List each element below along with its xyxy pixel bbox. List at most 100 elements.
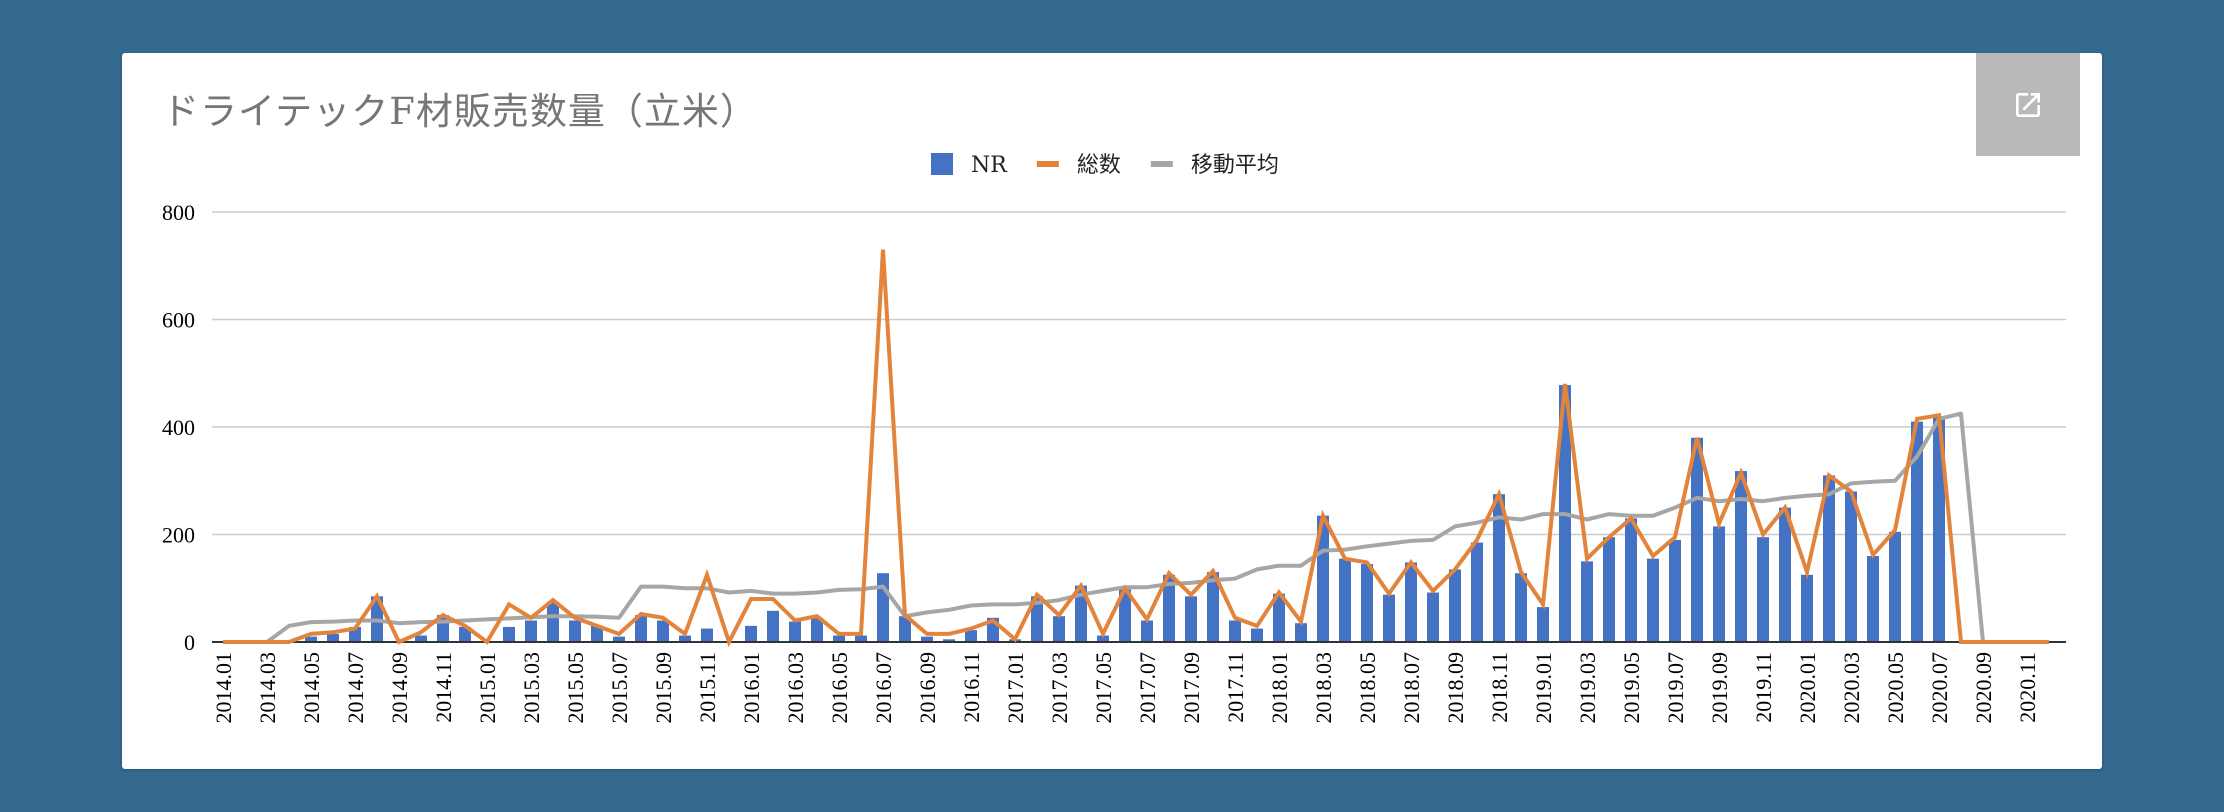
bar-nr [1933, 416, 1945, 642]
bar-nr [767, 610, 779, 642]
bar-nr [1163, 574, 1175, 642]
bar-nr [1405, 562, 1417, 642]
bar-nr [547, 601, 559, 642]
bar-nr [1273, 593, 1285, 642]
bar-nr [1867, 556, 1879, 642]
x-tick-label: 2018.05 [1355, 652, 1380, 724]
x-tick-label: 2016.11 [959, 652, 984, 723]
bar-nr [745, 625, 757, 642]
bar-nr [921, 636, 933, 642]
x-tick-label: 2016.07 [871, 652, 896, 724]
chart: 0 200 400 600 800 2014.01 2014.03 2014.05 2014.0… [162, 153, 2066, 724]
bar-nr [1141, 620, 1153, 642]
bar-nr [1537, 607, 1549, 642]
bar-nr [1031, 596, 1043, 642]
x-tick-label: 2020.07 [1927, 652, 1952, 724]
x-tick-label: 2020.03 [1839, 652, 1864, 724]
bar-nr [1493, 494, 1505, 642]
x-tick-label: 2015.05 [563, 652, 588, 724]
bar-nr [1119, 589, 1131, 642]
x-tick-label: 2020.11 [2015, 652, 2040, 723]
x-tick-label: 2014.01 [211, 652, 236, 724]
bar-nr [305, 636, 317, 642]
x-tick-label: 2019.11 [1751, 652, 1776, 723]
bar-nr [1229, 620, 1241, 642]
y-tick-label: 800 [162, 200, 195, 225]
x-tick-label: 2014.03 [255, 652, 280, 724]
legend-swatch-nr [931, 153, 953, 175]
line-total [223, 249, 2049, 648]
x-tick-label: 2018.03 [1311, 652, 1336, 724]
bar-nr [1603, 537, 1615, 642]
bar-nr [679, 635, 691, 642]
bar-nr [965, 630, 977, 642]
y-tick-label: 200 [162, 523, 195, 548]
bar-nr [701, 628, 713, 642]
y-tick-label: 400 [162, 415, 195, 440]
x-tick-label: 2020.09 [1971, 652, 1996, 724]
x-tick-label: 2014.09 [387, 652, 412, 724]
line-moving-average [223, 411, 2049, 644]
x-tick-label: 2017.07 [1135, 652, 1160, 724]
legend-swatch-line [1150, 161, 1173, 167]
bar-nr [1801, 574, 1813, 642]
bar-nr [1735, 471, 1747, 642]
bar-nr [1339, 558, 1351, 642]
bar-nr [877, 573, 889, 642]
bar-nr [1845, 491, 1857, 642]
bar-nr [1713, 526, 1725, 642]
bar-nr [503, 626, 515, 642]
x-tick-label: 2016.03 [783, 652, 808, 724]
x-tick-label: 2018.07 [1399, 652, 1424, 724]
bar-nr [1625, 518, 1637, 642]
bar-nr [657, 620, 669, 642]
x-tick-label: 2015.07 [607, 652, 632, 724]
bar-nr [1185, 596, 1197, 642]
bar-nr [635, 615, 647, 642]
bar-nr [811, 617, 823, 642]
bar-nr [591, 625, 603, 642]
bar-nr [1471, 542, 1483, 642]
bar-nr [1449, 569, 1461, 642]
bar-nr [613, 636, 625, 642]
bar-nr [1757, 537, 1769, 642]
x-tick-label: 2017.03 [1047, 652, 1072, 724]
bar-nr [1383, 594, 1395, 642]
x-tick-label: 2015.09 [651, 652, 676, 724]
bar-nr [1207, 572, 1219, 642]
x-tick-label: 2015.01 [475, 652, 500, 724]
bar-nr [1889, 531, 1901, 642]
x-tick-label: 2017.09 [1179, 652, 1204, 724]
legend-label: 移動平均 [1191, 153, 1279, 178]
x-tick-label: 2019.01 [1531, 652, 1556, 724]
bar-nr [899, 616, 911, 642]
x-tick-label: 2017.11 [1223, 652, 1248, 723]
x-tick-label: 2014.05 [299, 652, 324, 724]
x-tick-label: 2019.05 [1619, 652, 1644, 724]
bar-nr [1911, 421, 1923, 642]
x-tick-label: 2020.05 [1883, 652, 1908, 724]
bar-nr [1823, 475, 1835, 642]
bar-nr [1317, 515, 1329, 642]
bar-nr [1251, 628, 1263, 642]
open-external-button[interactable] [1976, 53, 2080, 156]
chart-title: ドライテックF材販売数量（立米） [162, 90, 758, 133]
bar-nr [459, 626, 471, 642]
bar-nr [833, 635, 845, 642]
bar-nr [789, 621, 801, 642]
x-tick-label: 2017.05 [1091, 652, 1116, 724]
bar-nr [415, 635, 427, 642]
legend-label: 総数 [1077, 153, 1121, 178]
bar-nr [1581, 561, 1593, 642]
bar-nr [1779, 507, 1791, 642]
bar-nr [525, 620, 537, 642]
y-tick-label: 0 [184, 630, 195, 655]
chart-card: ドライテックF材販売数量（立米） 0 200 400 600 800 2014.01 201… [122, 53, 2102, 769]
x-tick-label: 2014.11 [431, 652, 456, 723]
bar-nr [1075, 585, 1087, 642]
x-tick-label: 2019.09 [1707, 652, 1732, 724]
bar-nr [1427, 592, 1439, 642]
x-tick-label: 2018.11 [1487, 652, 1512, 723]
x-tick-label: 2016.09 [915, 652, 940, 724]
x-tick-label: 2020.01 [1795, 652, 1820, 724]
